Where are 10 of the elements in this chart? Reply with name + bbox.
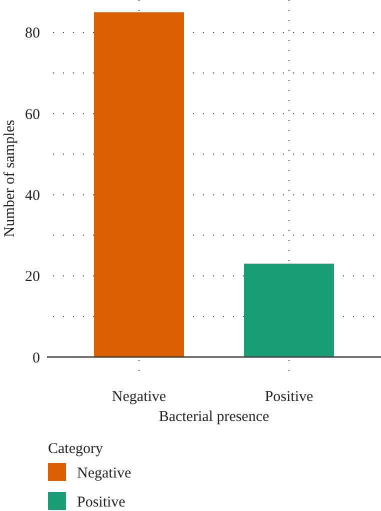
y-tick-label: 60 xyxy=(25,106,40,123)
y-tick-label: 20 xyxy=(25,269,40,286)
y-axis-title: Number of samples xyxy=(2,120,18,238)
y-tick-label: 80 xyxy=(25,26,40,42)
legend-title: Category xyxy=(48,441,104,457)
legend-label: Negative xyxy=(77,465,132,482)
y-tick-label: 0 xyxy=(32,350,40,366)
legend-label: Positive xyxy=(77,494,126,510)
y-tick-label: 40 xyxy=(25,188,40,204)
x-axis-title: Bacterial presence xyxy=(158,409,270,425)
